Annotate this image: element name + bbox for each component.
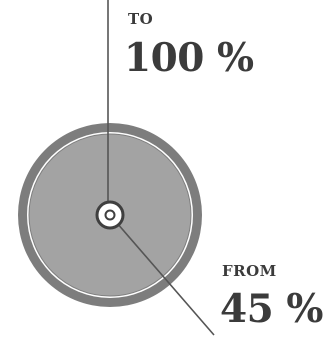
center-hub-inner [104, 209, 116, 221]
from-label: FROM [222, 262, 277, 280]
from-pointer-line [109, 214, 215, 336]
to-value: 100 % [124, 35, 254, 81]
to-label: TO [128, 10, 154, 28]
from-value: 45 % [220, 286, 323, 332]
